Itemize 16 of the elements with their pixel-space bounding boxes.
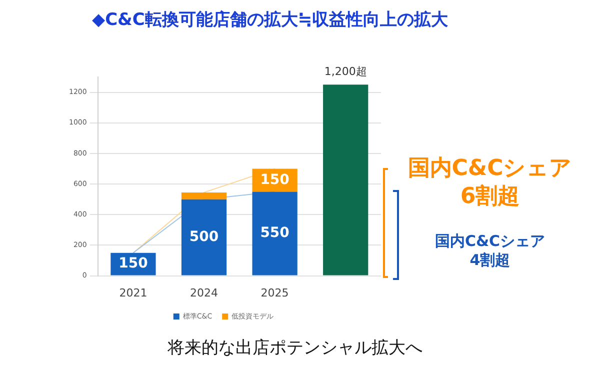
data-label: 500	[189, 228, 219, 245]
bar	[181, 192, 227, 200]
text: 国内C&Cシェア 4割超	[434, 232, 546, 270]
text: 国内C&Cシェア 6割超	[406, 155, 574, 210]
x-tick-label: 2021	[119, 286, 148, 300]
data-label: 150	[118, 256, 148, 272]
data-label: 150	[260, 172, 290, 188]
bar	[181, 199, 227, 276]
chart-title: ◆C&C転換可能店舗の拡大≒収益性向上の拡大	[92, 9, 448, 31]
annotation: 1,200超	[323, 64, 368, 78]
bar	[252, 192, 298, 276]
text: 将来的な出店ポテンシャル拡大へ	[166, 338, 424, 360]
x-tick-label: 2025	[260, 286, 289, 300]
x-tick-label: 2024	[190, 286, 218, 300]
data-label: 550	[260, 225, 290, 242]
bar	[323, 84, 368, 276]
